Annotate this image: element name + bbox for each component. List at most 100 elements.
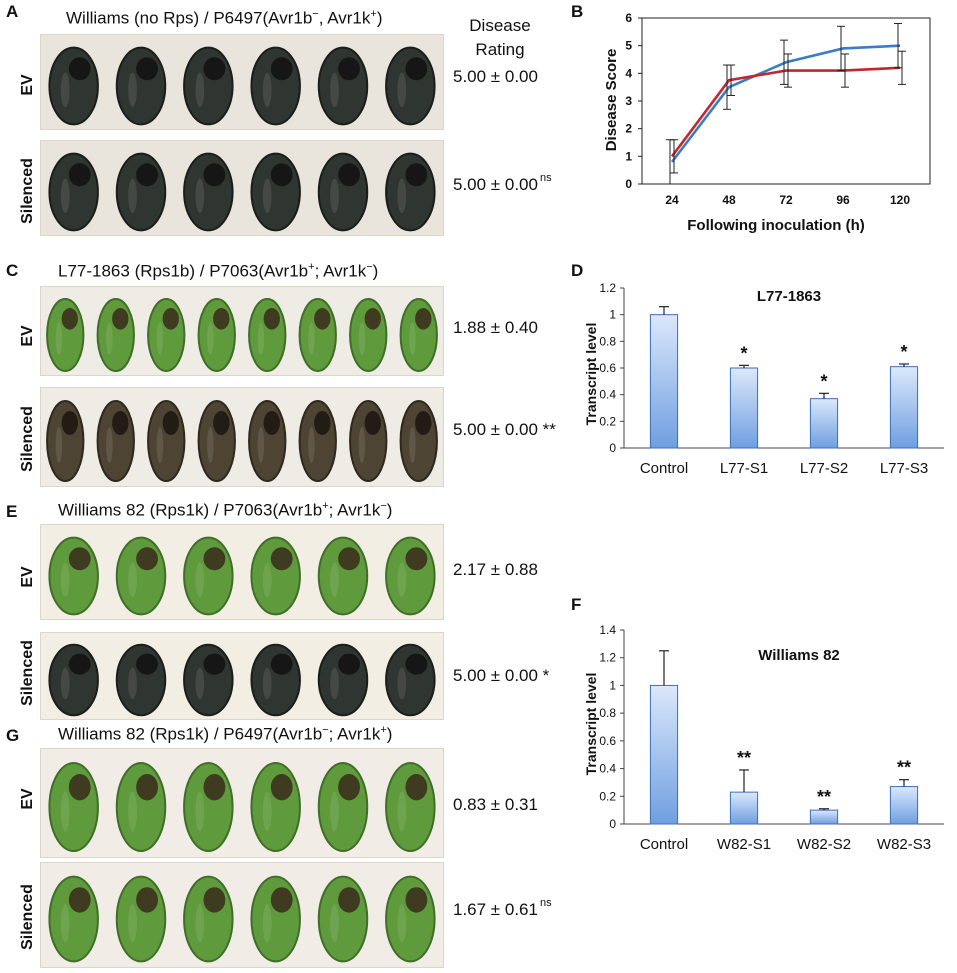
seed-lesion — [270, 653, 293, 675]
seed-highlight — [55, 427, 63, 463]
seed — [399, 400, 438, 482]
chart-d-bar — [889, 366, 919, 449]
panel-e-row-label-silenced: Silenced — [19, 640, 36, 706]
seed — [96, 400, 135, 482]
seed-lesion — [263, 411, 280, 435]
panel-c-title: L77-1863 (Rps1b) / P7063(Avr1b+; Avr1k−) — [58, 261, 378, 282]
seed-lesion — [338, 57, 360, 81]
seed-highlight — [156, 322, 164, 355]
seed — [250, 875, 301, 963]
chart-b-ytick-label: 5 — [625, 39, 632, 53]
chart-f-ylabel: Transcript level — [583, 673, 599, 776]
panel-a-title: Williams (no Rps) / P6497(Avr1b−, Avr1k+… — [66, 8, 382, 29]
seed-lesion — [162, 411, 179, 435]
seed-highlight — [60, 791, 70, 832]
panel-c-row-label-ev: EV — [19, 325, 36, 347]
seed — [183, 762, 234, 852]
seed-lesion — [213, 308, 230, 330]
panel-c-silenced-rating: 5.00 ± 0.00 ** — [453, 420, 556, 440]
seed — [250, 762, 301, 852]
panel-c-ev-rating: 1.88 ± 0.40 — [453, 318, 538, 338]
panel-g-title-mid: ; Avr1k — [328, 724, 381, 744]
panel-a-title-post: ) — [376, 8, 383, 28]
seed-highlight — [262, 178, 272, 214]
chart-f-ytick-label: 1.4 — [599, 623, 616, 637]
seed-highlight — [207, 322, 214, 355]
chart-f-significance-label: ** — [737, 748, 751, 768]
chart-b-xlabel: Following inoculation (h) — [687, 217, 864, 234]
seed-highlight — [397, 562, 407, 598]
panel-a-title-pre: Williams (no Rps) / P6497(Avr1b — [66, 8, 313, 28]
panel-c-silenced-photo — [40, 387, 444, 487]
panel-e-silenced-rating-value: 5.00 ± 0.00 * — [453, 666, 550, 685]
panel-letter-d: D — [571, 261, 584, 280]
seed — [399, 298, 438, 372]
panel-c-silenced-rating-value: 5.00 ± 0.00 ** — [453, 420, 556, 439]
seed — [48, 643, 99, 717]
panel-g-silenced-sig: ns — [539, 897, 552, 909]
panel-g-ev-photo — [40, 748, 444, 858]
seed-lesion — [68, 163, 91, 187]
seed — [183, 536, 234, 616]
panel-a-silenced-sig: ns — [539, 172, 552, 184]
seed-highlight — [358, 322, 366, 355]
seed-lesion — [270, 163, 293, 187]
panel-c-title-mid: ; Avr1k — [314, 261, 367, 281]
chart-f-title: Williams 82 — [758, 647, 840, 664]
panel-e-ev-rating: 2.17 ± 0.88 — [453, 560, 538, 580]
seed-highlight — [409, 322, 416, 355]
seed-highlight — [257, 322, 265, 355]
seed-lesion — [68, 547, 91, 571]
seed-highlight — [55, 322, 63, 355]
seed-highlight — [128, 72, 137, 108]
seed-highlight — [262, 667, 272, 700]
chart-d-bar: Transcript level L77-1863 0 0.2 0.4 0.6 0.8 1… — [583, 281, 944, 477]
panel-g-title: Williams 82 (Rps1k) / P6497(Avr1b−; Avr1… — [58, 724, 392, 745]
seed-lesion — [415, 411, 432, 435]
panel-c-title-post: ) — [372, 261, 379, 281]
seed — [248, 400, 287, 482]
panel-letter-f: F — [571, 595, 582, 614]
chart-d-ytick-label: 0 — [609, 441, 616, 455]
seed-lesion — [405, 163, 428, 187]
seed-highlight — [397, 791, 407, 832]
seed-lesion — [203, 774, 226, 801]
chart-f-category-label: W82-S2 — [797, 836, 851, 853]
seed-highlight — [397, 904, 407, 943]
seed-highlight — [262, 72, 272, 108]
seed — [183, 643, 234, 717]
seed-lesion — [338, 653, 360, 675]
chart-f-category-label: Control — [640, 836, 688, 853]
seed-highlight — [330, 562, 339, 598]
seed — [197, 400, 236, 482]
seed — [317, 46, 369, 126]
seed-lesion — [203, 653, 226, 675]
seed-lesion — [405, 547, 428, 571]
panel-a-title-sup1: − — [312, 8, 319, 20]
seed — [115, 643, 167, 717]
seed-highlight — [128, 562, 137, 598]
seed-highlight — [106, 427, 113, 463]
panel-e-title: Williams 82 (Rps1k) / P7063(Avr1b+; Avr1… — [58, 500, 392, 521]
disease-rating-header: Disease Rating — [460, 14, 540, 62]
chart-f-bar — [809, 809, 839, 825]
chart-d-category-label: L77-S1 — [720, 460, 768, 477]
seed — [183, 46, 234, 126]
seed — [48, 762, 99, 852]
panel-g-row-label-ev: EV — [19, 788, 36, 810]
seed-lesion — [405, 653, 428, 675]
seed-lesion — [405, 887, 428, 913]
seed — [317, 875, 369, 963]
seed — [385, 762, 436, 852]
seed-lesion — [136, 887, 158, 913]
panel-a-row-label-silenced: Silenced — [19, 158, 36, 224]
seed — [385, 536, 436, 616]
panel-e-title-mid: ; Avr1k — [328, 500, 381, 520]
chart-f-bar — [649, 684, 679, 825]
chart-b-ytick-label: 6 — [625, 11, 632, 25]
seed — [197, 298, 236, 372]
chart-b-xtick-label: 120 — [890, 193, 910, 207]
panel-g-silenced-rating: 1.67 ± 0.61 ns — [453, 897, 552, 920]
disease-rating-header-line1: Disease — [469, 16, 531, 35]
seed — [115, 46, 167, 126]
